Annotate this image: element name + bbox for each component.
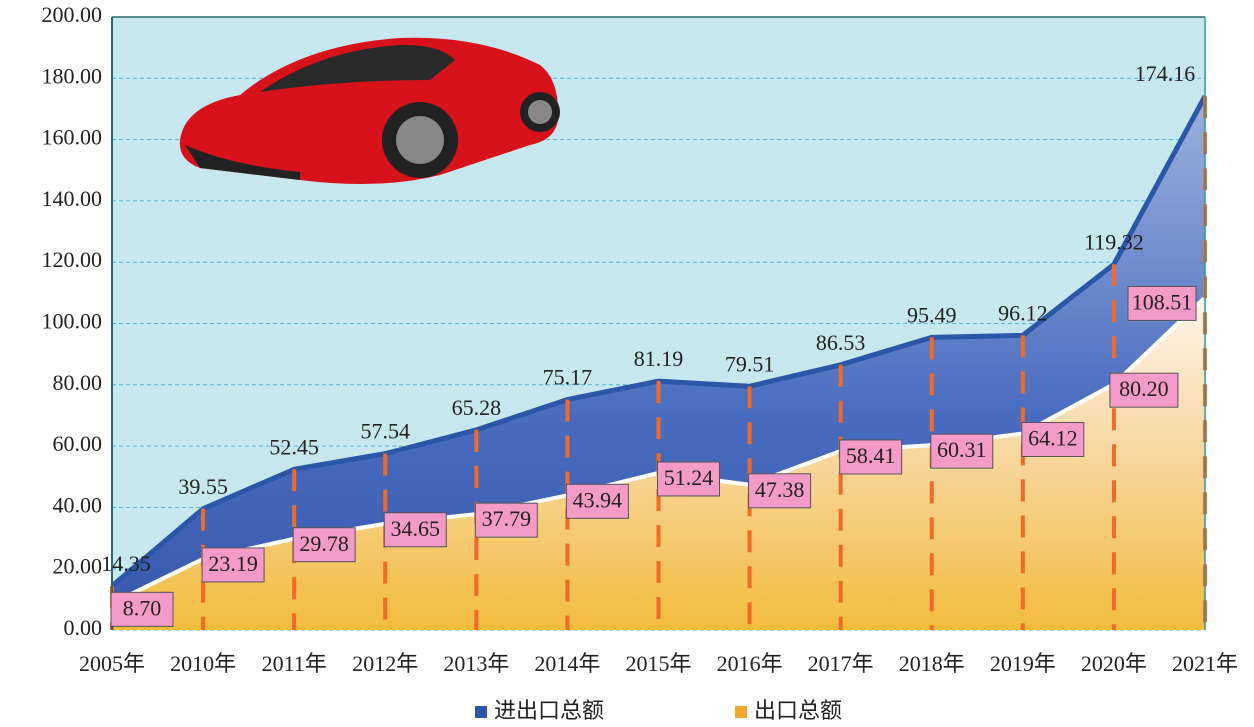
data-label-box (930, 433, 994, 469)
data-label: 75.17 (543, 365, 593, 390)
data-label-box (565, 483, 629, 519)
data-label-box (748, 473, 812, 509)
y-tick-label: 100.00 (42, 309, 103, 334)
x-tick-label: 2021年 (1172, 651, 1238, 676)
data-label: 119.32 (1084, 229, 1144, 254)
y-tick-label: 40.00 (53, 492, 103, 517)
data-label-box (383, 512, 447, 548)
data-label: 80.20 (1119, 376, 1169, 401)
legend-label: 出口总额 (754, 698, 842, 723)
y-tick-label: 200.00 (42, 2, 103, 27)
data-label: 39.55 (178, 474, 228, 499)
data-label: 95.49 (907, 302, 957, 327)
data-label: 86.53 (816, 330, 866, 355)
legend-label: 进出口总额 (494, 698, 604, 723)
x-tick-label: 2016年 (717, 651, 783, 676)
x-tick-label: 2015年 (625, 651, 691, 676)
y-tick-label: 0.00 (64, 615, 103, 640)
x-tick-label: 2014年 (534, 651, 600, 676)
x-tick-label: 2020年 (1081, 651, 1147, 676)
y-tick-label: 80.00 (53, 370, 103, 395)
data-label: 57.54 (361, 419, 411, 444)
data-label: 51.24 (664, 465, 714, 490)
data-label: 79.51 (725, 351, 775, 376)
x-tick-label: 2018年 (899, 651, 965, 676)
data-label-box (1127, 285, 1197, 321)
x-tick-label: 2013年 (443, 651, 509, 676)
x-tick-label: 2011年 (262, 651, 327, 676)
data-label-box (201, 547, 265, 583)
x-tick-label: 2010年 (170, 651, 236, 676)
data-label-box (1021, 421, 1085, 457)
data-label: 14.35 (101, 551, 151, 576)
data-label: 65.28 (452, 395, 502, 420)
y-tick-label: 180.00 (42, 63, 103, 88)
legend-marker (475, 706, 487, 718)
data-label: 60.31 (937, 437, 987, 462)
data-label-box (474, 502, 538, 538)
data-label: 96.12 (998, 300, 1048, 325)
y-tick-label: 20.00 (53, 554, 103, 579)
car-illustration (179, 37, 560, 185)
legend-marker (735, 706, 747, 718)
data-label: 8.70 (123, 595, 162, 620)
data-label: 43.94 (573, 487, 623, 512)
data-label: 47.38 (755, 477, 805, 502)
data-label: 23.19 (208, 551, 258, 576)
data-label: 58.41 (846, 443, 896, 468)
data-label-box (292, 527, 356, 563)
y-tick-label: 60.00 (53, 431, 103, 456)
y-tick-label: 120.00 (42, 247, 103, 272)
y-tick-label: 140.00 (42, 186, 103, 211)
data-label: 37.79 (482, 506, 532, 531)
data-label: 174.16 (1135, 61, 1196, 86)
x-tick-label: 2012年 (352, 651, 418, 676)
data-label: 64.12 (1028, 426, 1078, 451)
data-label-box (1109, 372, 1179, 408)
data-label-box (657, 461, 720, 497)
data-label-box (110, 591, 174, 627)
data-label: 34.65 (391, 516, 441, 541)
x-tick-label: 2005年 (79, 651, 145, 676)
data-label: 52.45 (269, 434, 319, 459)
data-label-box (839, 439, 903, 475)
data-label: 29.78 (299, 531, 349, 556)
data-label: 81.19 (634, 346, 684, 371)
y-tick-label: 160.00 (42, 125, 103, 150)
x-tick-label: 2019年 (990, 651, 1056, 676)
x-tick-label: 2017年 (808, 651, 874, 676)
data-label: 108.51 (1132, 289, 1193, 314)
